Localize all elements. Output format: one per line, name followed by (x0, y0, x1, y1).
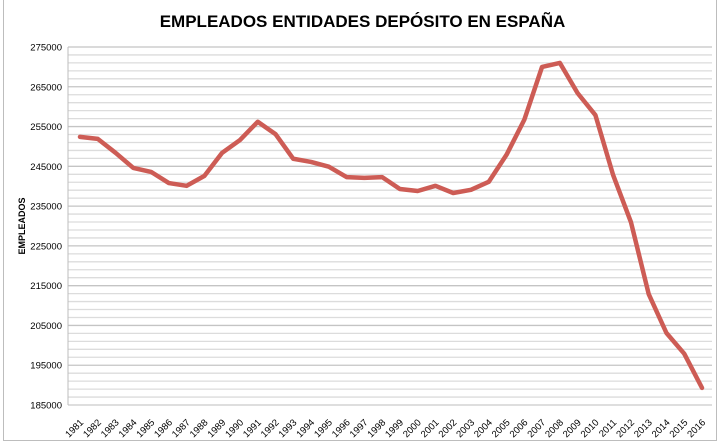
x-tick-label: 1981 (63, 417, 86, 440)
x-tick-label: 1985 (134, 417, 157, 440)
x-tick-label: 1992 (259, 417, 282, 440)
y-tick-label: 205000 (30, 321, 62, 332)
y-tick-label: 255000 (30, 122, 62, 133)
x-tick-label: 2015 (668, 417, 691, 440)
x-tick-label: 2016 (685, 417, 708, 440)
x-tick-label: 1994 (294, 417, 317, 440)
x-tick-label: 1989 (206, 417, 229, 440)
x-tick-label: 1993 (277, 417, 300, 440)
y-tick-label: 245000 (30, 162, 62, 173)
x-tick-label: 2013 (632, 417, 655, 440)
x-tick-label: 2007 (525, 417, 548, 440)
x-tick-label: 1990 (223, 417, 246, 440)
x-tick-label: 2014 (650, 417, 673, 440)
chart-frame (3, 0, 717, 441)
x-tick-label: 2009 (561, 417, 584, 440)
chart-title: EMPLEADOS ENTIDADES DEPÓSITO EN ESPAÑA (159, 12, 566, 31)
y-tick-label: 215000 (30, 281, 62, 292)
y-tick-label: 235000 (30, 202, 62, 213)
x-tick-label: 2001 (419, 417, 442, 440)
x-tick-label: 2004 (472, 417, 495, 440)
y-tick-label: 225000 (30, 241, 62, 252)
x-tick-label: 2005 (490, 417, 513, 440)
x-tick-label: 1999 (383, 417, 406, 440)
x-tick-label: 1995 (312, 417, 335, 440)
y-tick-label: 265000 (30, 82, 62, 93)
y-tick-label: 185000 (30, 401, 62, 412)
x-tick-label: 1984 (117, 417, 140, 440)
x-tick-label: 2000 (401, 417, 424, 440)
series-line (77, 60, 705, 391)
x-tick-label: 2002 (437, 417, 460, 440)
x-tick-label: 1982 (81, 417, 104, 440)
x-tick-label: 2010 (579, 417, 602, 440)
x-tick-label: 2003 (454, 417, 477, 440)
x-tick-label: 1988 (188, 417, 211, 440)
x-tick-label: 2006 (508, 417, 531, 440)
y-tick-label: 195000 (30, 361, 62, 372)
x-tick-label: 2011 (597, 417, 619, 439)
x-tick-label: 1987 (170, 417, 193, 440)
x-tick-label: 2008 (543, 417, 566, 440)
x-tick-label: 1986 (152, 417, 175, 440)
x-tick-label: 1996 (330, 417, 353, 440)
x-tick-label: 1998 (366, 417, 389, 440)
y-tick-label: 275000 (30, 43, 62, 54)
x-tick-label: 2012 (614, 417, 637, 440)
x-tick-label: 1997 (348, 417, 371, 440)
x-tick-label: 1991 (241, 417, 264, 440)
x-tick-label: 1983 (99, 417, 122, 440)
